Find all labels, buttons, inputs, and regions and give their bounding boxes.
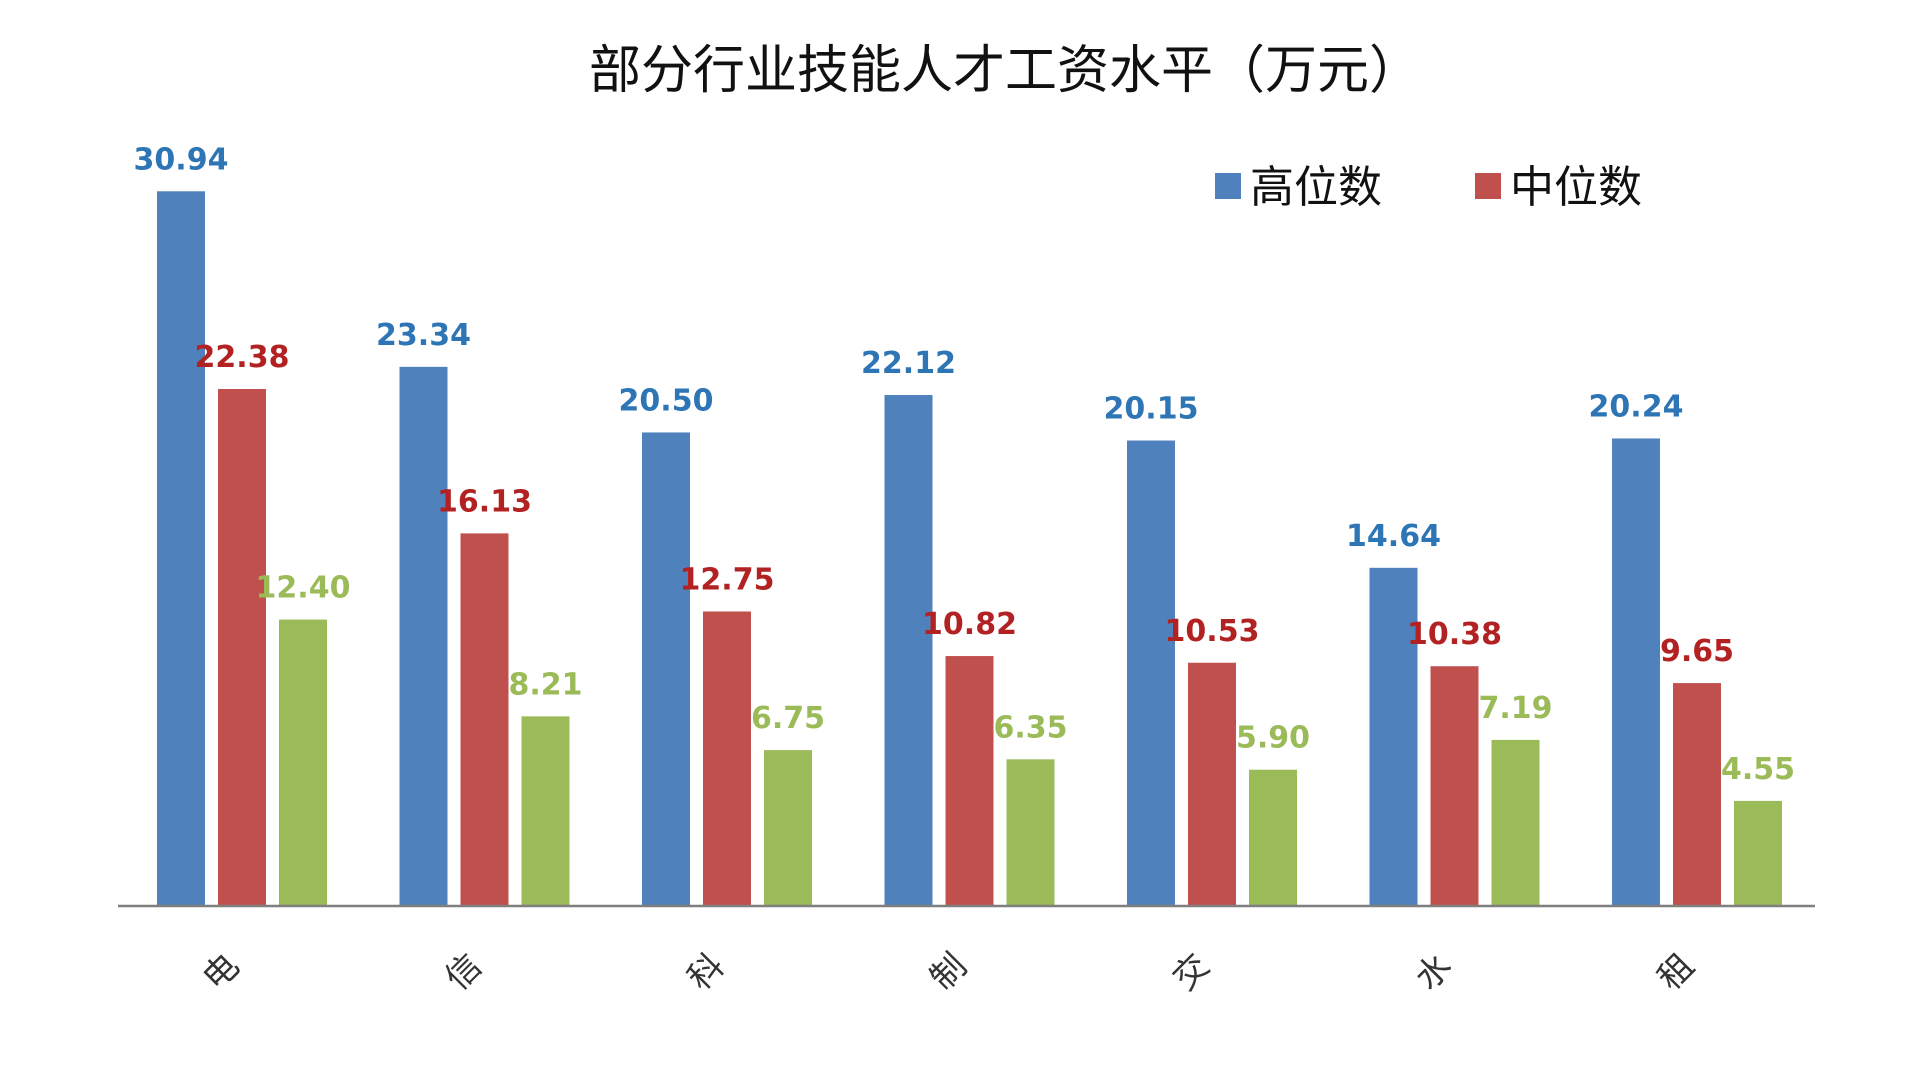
bar-series2-5 bbox=[1491, 739, 1540, 906]
value-label-series1-0: 22.38 bbox=[195, 340, 290, 375]
value-label-series1-4: 10.53 bbox=[1165, 614, 1260, 649]
bar-series0-4 bbox=[1127, 440, 1175, 906]
bar-series1-3 bbox=[945, 656, 994, 906]
value-label-series0-4: 20.15 bbox=[1104, 392, 1199, 427]
value-label-series1-1: 16.13 bbox=[437, 484, 532, 519]
value-label-series1-6: 9.65 bbox=[1660, 634, 1734, 669]
bar-series1-4 bbox=[1188, 662, 1236, 906]
legend-label-high: 高位数 bbox=[1250, 162, 1382, 213]
legend-swatch-median bbox=[1475, 173, 1501, 199]
bar-series2-6 bbox=[1734, 800, 1782, 906]
bar-series0-2 bbox=[642, 432, 690, 906]
category-label-3: 制 bbox=[923, 946, 975, 998]
bar-series1-0 bbox=[218, 389, 266, 907]
value-label-series0-5: 14.64 bbox=[1346, 519, 1441, 554]
bar-series1-1 bbox=[460, 533, 509, 906]
value-label-series1-5: 10.38 bbox=[1407, 617, 1502, 652]
value-label-series2-0: 12.40 bbox=[256, 571, 351, 606]
value-label-series2-1: 8.21 bbox=[508, 667, 582, 702]
bars-group bbox=[157, 191, 1782, 907]
value-label-series1-3: 10.82 bbox=[922, 607, 1017, 642]
category-label-0: 电 bbox=[195, 946, 247, 998]
bar-series2-4 bbox=[1249, 769, 1297, 906]
category-label-4: 交 bbox=[1165, 946, 1217, 998]
category-label-2: 科 bbox=[680, 946, 732, 998]
value-label-series0-1: 23.34 bbox=[376, 318, 471, 353]
category-label-6: 租 bbox=[1650, 946, 1702, 998]
bar-series0-0 bbox=[157, 191, 205, 906]
value-labels-group: 30.94 22.38 12.40 23.34 16.13 8.21 20.50 12.75 6… bbox=[134, 142, 1795, 787]
category-label-1: 信 bbox=[438, 946, 490, 998]
bar-series2-3 bbox=[1006, 759, 1055, 906]
bar-series2-0 bbox=[279, 619, 327, 906]
category-label-5: 水 bbox=[1408, 946, 1460, 998]
bar-series0-3 bbox=[884, 395, 933, 906]
bar-series0-1 bbox=[399, 366, 448, 906]
bar-series2-1 bbox=[521, 716, 570, 906]
legend-label-median: 中位数 bbox=[1510, 162, 1642, 213]
value-label-series2-3: 6.35 bbox=[993, 710, 1067, 745]
value-label-series0-0: 30.94 bbox=[134, 142, 229, 177]
category-labels-group: 电信科制交水租 bbox=[195, 946, 1702, 998]
bar-series2-2 bbox=[764, 750, 812, 906]
value-label-series0-6: 20.24 bbox=[1589, 389, 1684, 424]
bar-series0-5 bbox=[1369, 567, 1418, 906]
value-label-series2-6: 4.55 bbox=[1721, 752, 1795, 787]
legend-swatch-high bbox=[1215, 173, 1241, 199]
value-label-series2-5: 7.19 bbox=[1478, 691, 1552, 726]
value-label-series0-2: 20.50 bbox=[619, 383, 714, 418]
bar-series0-6 bbox=[1612, 438, 1660, 906]
bar-series1-6 bbox=[1673, 683, 1721, 906]
value-label-series0-3: 22.12 bbox=[861, 346, 956, 381]
bar-series1-5 bbox=[1430, 666, 1479, 906]
value-label-series2-2: 6.75 bbox=[751, 701, 825, 736]
legend: 高位数 中位数 bbox=[1215, 162, 1642, 213]
bar-series1-2 bbox=[703, 611, 751, 906]
chart-title: 部分行业技能人才工资水平（万元） bbox=[589, 41, 1421, 101]
value-label-series2-4: 5.90 bbox=[1236, 721, 1310, 756]
value-label-series1-2: 12.75 bbox=[680, 562, 775, 597]
